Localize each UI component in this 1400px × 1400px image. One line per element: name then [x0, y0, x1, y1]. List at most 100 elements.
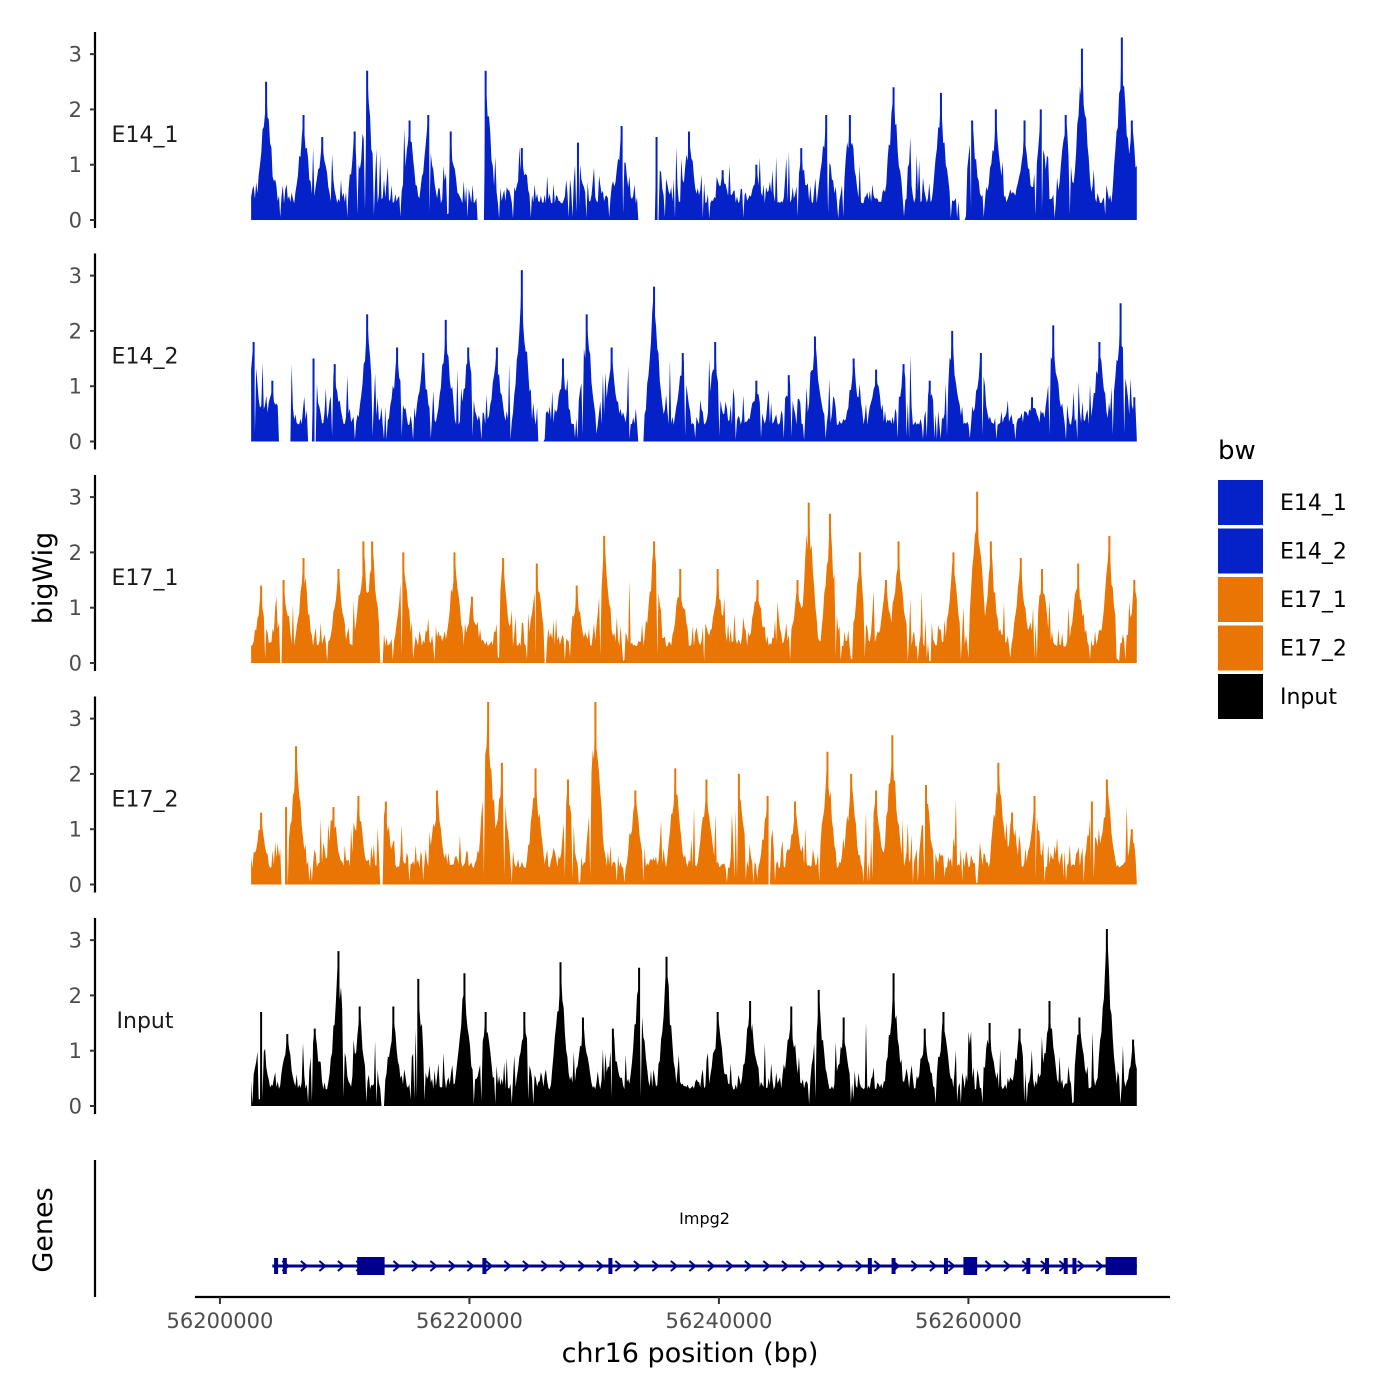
y-tick-label: 0	[69, 209, 82, 233]
exon-mark	[867, 1258, 872, 1274]
exon-block	[1105, 1257, 1137, 1275]
y-tick-label: 3	[69, 707, 82, 731]
strand-arrow	[910, 1260, 919, 1272]
track-input: 0 1 2 3 Input	[69, 918, 1137, 1119]
y-tick-label: 3	[69, 929, 82, 953]
y-tick-label: 0	[69, 430, 82, 454]
exon-mark	[891, 1258, 896, 1274]
strand-arrow	[485, 1260, 494, 1272]
strand-arrow	[781, 1260, 790, 1272]
strand-arrow	[318, 1260, 327, 1272]
strand-arrow	[836, 1260, 845, 1272]
strand-arrow	[522, 1260, 531, 1272]
track-label: E17_1	[112, 566, 179, 591]
strand-arrow	[337, 1260, 346, 1272]
legend-title: bw	[1218, 436, 1256, 466]
strand-arrow	[873, 1260, 882, 1272]
strand-arrow	[614, 1260, 623, 1272]
x-tick-label: 56200000	[167, 1309, 274, 1333]
strand-arrow	[762, 1260, 771, 1272]
legend-label-e17-1: E17_1	[1280, 588, 1347, 613]
coverage-area	[251, 929, 1137, 1106]
track-label: E17_2	[112, 788, 179, 813]
legend: bw E14_1 E14_2 E17_1 E17_2 Input	[1218, 436, 1347, 719]
coverage-area	[251, 37, 1137, 220]
y-tick-label: 3	[69, 486, 82, 510]
legend-label-e14-1: E14_1	[1280, 491, 1347, 516]
legend-swatch-e17-1	[1218, 577, 1263, 622]
strand-arrow	[596, 1260, 605, 1272]
legend-label-e17-2: E17_2	[1280, 637, 1347, 662]
strand-arrow	[1077, 1260, 1086, 1272]
y-tick-label: 1	[69, 1039, 82, 1063]
exon-mark	[608, 1258, 613, 1274]
y-tick-label: 3	[69, 43, 82, 67]
y-tick-label: 2	[69, 541, 82, 565]
exon-mark	[482, 1258, 487, 1274]
y-tick-label: 0	[69, 652, 82, 676]
strand-arrow	[744, 1260, 753, 1272]
strand-arrow	[503, 1260, 512, 1272]
exon-block	[963, 1257, 978, 1275]
exon-mark	[1044, 1258, 1049, 1274]
x-tick-label: 56240000	[665, 1309, 772, 1333]
y-axis-title-tracks: bigWig	[28, 532, 59, 625]
strand-arrow	[633, 1260, 642, 1272]
y-tick-label: 1	[69, 818, 82, 842]
x-tick-label: 56220000	[416, 1309, 523, 1333]
legend-label-input: Input	[1280, 685, 1337, 710]
y-tick-label: 3	[69, 264, 82, 288]
coverage-area	[251, 491, 1137, 663]
y-tick-label: 1	[69, 596, 82, 620]
track-label: E14_1	[112, 123, 179, 148]
strand-arrow	[670, 1260, 679, 1272]
strand-arrow	[559, 1260, 568, 1272]
strand-arrow	[448, 1260, 457, 1272]
bigwig-tracks: 0 1 2 3 E14_1 0 1 2 3 E14_2 0 1 2 3 E17_1 0 1 2 3 E17_2 0 1 2 3…	[69, 32, 1137, 1119]
legend-label-e14-2: E14_2	[1280, 540, 1347, 565]
exon-mark	[1026, 1258, 1031, 1274]
x-tick-label: 56260000	[915, 1309, 1022, 1333]
y-tick-label: 0	[69, 1095, 82, 1119]
track-e17-1: 0 1 2 3 E17_1	[69, 475, 1137, 676]
strand-arrow	[411, 1260, 420, 1272]
legend-swatch-e14-2	[1218, 528, 1263, 574]
y-tick-label: 2	[69, 319, 82, 343]
strand-arrow	[1095, 1260, 1104, 1272]
y-tick-label: 1	[69, 375, 82, 399]
exon-mark	[274, 1258, 279, 1274]
gene-panel: Impg2	[93, 1160, 1137, 1297]
track-e14-2: 0 1 2 3 E14_2	[69, 253, 1137, 454]
y-tick-label: 2	[69, 984, 82, 1008]
x-axis-title: chr16 position (bp)	[562, 1338, 819, 1369]
track-e14-1: 0 1 2 3 E14_1	[69, 32, 1137, 233]
strand-arrow	[799, 1260, 808, 1272]
y-tick-label: 0	[69, 873, 82, 897]
strand-arrow	[392, 1260, 401, 1272]
strand-arrow	[984, 1260, 993, 1272]
y-tick-label: 2	[69, 762, 82, 786]
track-label: E14_2	[112, 345, 179, 370]
coverage-area	[251, 270, 1137, 442]
coverage-area	[251, 702, 1137, 885]
strand-arrow	[707, 1260, 716, 1272]
track-e17-2: 0 1 2 3 E17_2	[69, 696, 1137, 897]
legend-swatch-e17-2	[1218, 625, 1263, 671]
strand-arrow	[540, 1260, 549, 1272]
strand-arrow	[577, 1260, 586, 1272]
strand-arrow	[947, 1260, 956, 1272]
exon-mark	[282, 1258, 287, 1274]
y-tick-label: 2	[69, 98, 82, 122]
gene-name-label: Impg2	[679, 1209, 730, 1228]
strand-arrow	[688, 1260, 697, 1272]
exon-mark	[943, 1258, 948, 1274]
strand-arrow	[466, 1260, 475, 1272]
strand-arrow	[429, 1260, 438, 1272]
y-axis-title-genes: Genes	[28, 1187, 59, 1272]
y-tick-label: 1	[69, 153, 82, 177]
strand-arrow	[818, 1260, 827, 1272]
exon-block	[357, 1257, 385, 1275]
strand-arrow	[725, 1260, 734, 1272]
strand-arrow	[855, 1260, 864, 1272]
